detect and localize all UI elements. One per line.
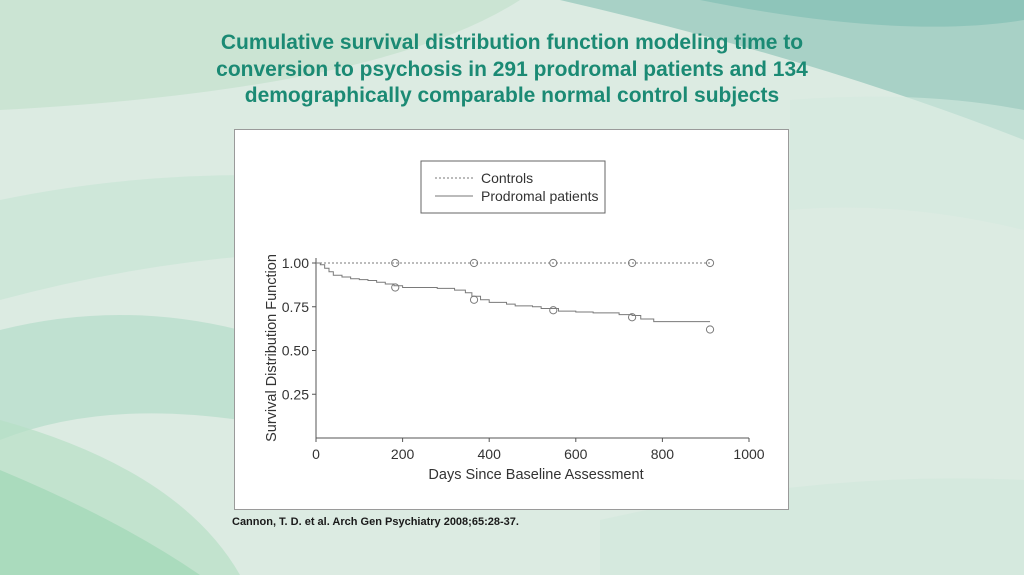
x-tick-label: 800 xyxy=(651,446,675,462)
title-line-1: Cumulative survival distribution functio… xyxy=(220,31,804,54)
censor-marker-controls xyxy=(549,258,558,268)
censor-marker-prodromal xyxy=(391,283,400,292)
series-layer xyxy=(316,258,715,334)
x-tick-label: 600 xyxy=(564,446,588,462)
censor-marker-controls xyxy=(705,258,715,268)
x-tick-label: 400 xyxy=(478,446,502,462)
censor-marker-controls xyxy=(627,258,637,268)
y-tick-label: 1.00 xyxy=(282,255,309,271)
legend-box xyxy=(420,160,606,214)
chart-frame: Controls Prodromal patients 0 200 400 600 80… xyxy=(234,129,789,510)
survival-chart: Controls Prodromal patients 0 200 400 600 80… xyxy=(264,160,765,483)
x-tick-label: 0 xyxy=(312,446,320,462)
censor-marker-controls xyxy=(469,258,479,268)
y-tick-label: 0.75 xyxy=(282,299,309,315)
legend: Controls Prodromal patients xyxy=(420,160,606,214)
censor-marker-prodromal xyxy=(627,313,637,322)
censor-marker-prodromal xyxy=(469,295,479,304)
title-line-3: demographically comparable normal contro… xyxy=(244,84,780,107)
legend-label-prodromal: Prodromal patients xyxy=(481,188,599,204)
censor-marker-controls xyxy=(391,258,400,268)
slide-title: Cumulative survival distribution functio… xyxy=(140,30,884,110)
x-tick-label: 1000 xyxy=(733,446,764,462)
ticks-layer: 0 200 400 600 800 1000 0.25 0.50 0.75 1.00 xyxy=(282,255,765,462)
y-tick-label: 0.50 xyxy=(282,343,309,359)
y-tick-label: 0.25 xyxy=(282,386,309,402)
x-tick-label: 200 xyxy=(391,446,415,462)
censor-marker-prodromal xyxy=(705,325,715,334)
citation: Cannon, T. D. et al. Arch Gen Psychiatry… xyxy=(232,516,519,528)
x-axis-title: Days Since Baseline Assessment xyxy=(428,467,643,483)
y-axis-title: Survival Distribution Function xyxy=(264,254,280,442)
censor-marker-prodromal xyxy=(549,306,558,315)
title-line-2: conversion to psychosis in 291 prodromal… xyxy=(216,57,808,81)
legend-label-controls: Controls xyxy=(481,170,533,186)
series-line-prodromal xyxy=(316,262,711,323)
